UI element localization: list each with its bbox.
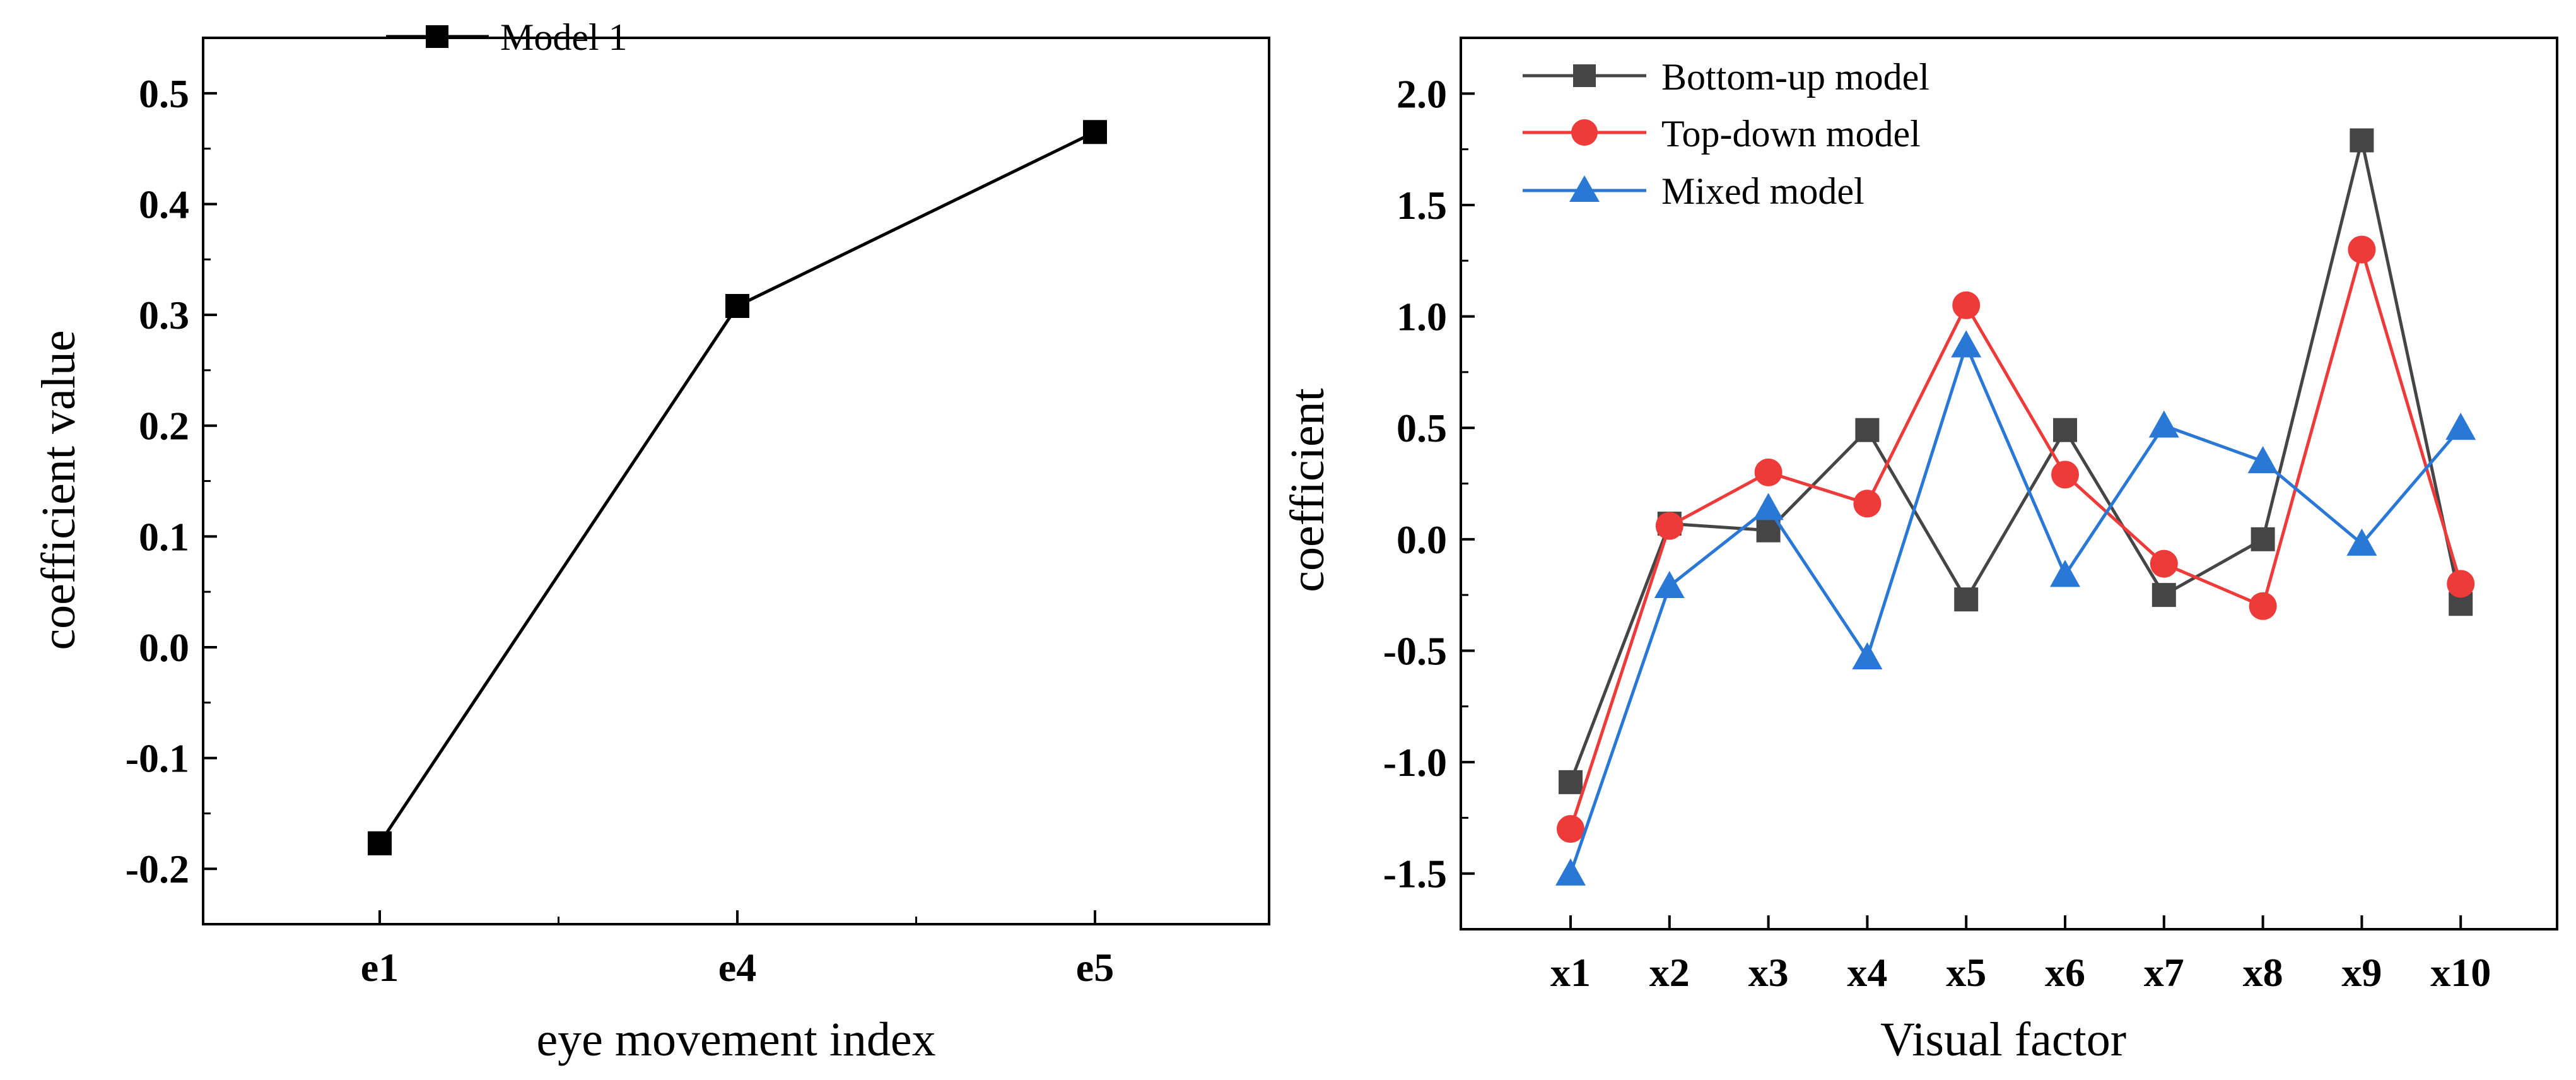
legend-marker-mixed [1569, 175, 1600, 202]
legend-marker-top-down [1571, 119, 1598, 146]
right-series-layer [1555, 128, 2476, 886]
x-tick-label: x7 [2144, 950, 2184, 995]
y-tick-label: -0.1 [126, 736, 189, 781]
x-tick-label: x10 [2430, 950, 2491, 995]
y-tick-label: -1.5 [1383, 852, 1447, 896]
y-tick-label: 2.0 [1396, 71, 1447, 116]
data-point-square [725, 294, 749, 319]
right-x-axis: x1 x2 x3 x4 x5 x6 x7 x8 x9 x10 [1550, 915, 2491, 995]
legend-label-mixed: Mixed model [1661, 170, 1865, 212]
data-point-triangle [1951, 330, 1982, 358]
series-line [1569, 343, 2462, 874]
data-point-square [2251, 527, 2275, 551]
data-point-circle [1952, 291, 1981, 319]
data-point-triangle [1753, 493, 1784, 520]
data-point-square [368, 831, 392, 855]
x-tick-label: x6 [2045, 950, 2085, 995]
left-chart: -0.2 -0.1 0.0 0.1 0.2 0.3 0.4 0.5 e1 e4 e5 eye mo… [32, 16, 1270, 1066]
data-point-square [2152, 583, 2176, 608]
data-point-circle [1754, 458, 1783, 486]
legend-marker-model-1 [426, 25, 448, 48]
y-tick-label: 0.0 [139, 625, 189, 670]
x-tick-label: x9 [2341, 950, 2382, 995]
y-tick-label: -0.2 [126, 847, 189, 891]
right-legend: Bottom-up model Top-down model Mixed mod… [1523, 56, 1929, 212]
y-tick-label: 0.5 [1396, 406, 1447, 450]
data-point-circle [2150, 549, 2178, 578]
x-tick-label: x3 [1748, 950, 1789, 995]
left-y-axis: -0.2 -0.1 0.0 0.1 0.2 0.3 0.4 0.5 [126, 71, 217, 891]
right-chart: -1.5 -1.0 -0.5 0.0 0.5 1.0 1.5 2.0 x1 x2 x3 x4 x5 x6… [1281, 37, 2558, 1066]
series-line [1569, 248, 2462, 830]
x-tick-label: x4 [1847, 950, 1887, 995]
x-tick-label: x1 [1550, 950, 1591, 995]
y-tick-label: 0.2 [139, 404, 189, 449]
data-point-triangle [2050, 560, 2080, 587]
data-point-triangle [2247, 446, 2278, 474]
x-tick-label: x5 [1946, 950, 1986, 995]
data-point-square [1559, 770, 1583, 794]
x-tick-label: e4 [718, 945, 756, 990]
data-point-circle [2447, 570, 2475, 598]
y-tick-label: -0.5 [1383, 628, 1447, 673]
data-point-circle [2249, 592, 2277, 620]
y-tick-label: 0.3 [139, 293, 189, 338]
data-point-circle [2051, 461, 2079, 489]
left-y-axis-label: coefficient value [32, 330, 85, 650]
y-tick-label: -1.0 [1383, 740, 1447, 785]
data-point-circle [2348, 235, 2376, 264]
y-tick-label: 1.5 [1396, 183, 1447, 228]
left-x-axis-label: eye movement index [536, 1013, 935, 1066]
data-point-square [2053, 418, 2077, 442]
y-tick-label: 0.1 [139, 514, 189, 559]
data-point-square [1954, 587, 1979, 612]
left-legend: Model 1 [386, 16, 628, 58]
legend-label-model-1: Model 1 [500, 16, 628, 58]
data-point-circle [1557, 815, 1584, 843]
left-x-axis: e1 e4 e5 [361, 910, 1114, 990]
x-tick-label: e5 [1076, 945, 1114, 990]
x-tick-label: x8 [2243, 950, 2283, 995]
data-point-square [1855, 418, 1880, 442]
x-tick-label: x2 [1649, 950, 1690, 995]
left-plot-frame [202, 37, 1270, 925]
y-tick-label: 0.5 [139, 71, 189, 116]
data-point-triangle [1654, 570, 1685, 598]
right-y-axis: -1.5 -1.0 -0.5 0.0 0.5 1.0 1.5 2.0 [1383, 71, 1475, 896]
legend-label-top-down: Top-down model [1661, 113, 1921, 155]
y-tick-label: 0.0 [1396, 517, 1447, 562]
legend-label-bottom-up: Bottom-up model [1661, 56, 1929, 98]
data-point-triangle [1852, 642, 1883, 670]
y-tick-label: 0.4 [139, 182, 189, 226]
right-plot-frame [1460, 37, 2558, 930]
data-point-triangle [2346, 528, 2377, 556]
right-y-axis-label: coefficient [1281, 388, 1334, 592]
legend-marker-bottom-up [1573, 64, 1596, 87]
series-line [378, 131, 1096, 845]
data-point-square [2350, 128, 2374, 153]
left-series-layer [368, 120, 1107, 855]
data-point-square [1083, 120, 1107, 144]
data-point-triangle [2445, 413, 2476, 440]
x-tick-label: e1 [361, 945, 399, 990]
series-line [1569, 138, 2462, 783]
y-tick-label: 1.0 [1396, 295, 1447, 339]
data-point-triangle [1555, 858, 1586, 886]
right-x-axis-label: Visual factor [1880, 1013, 2126, 1066]
data-point-circle [1853, 490, 1882, 518]
data-point-circle [1655, 512, 1683, 540]
data-point-triangle [2148, 410, 2179, 438]
